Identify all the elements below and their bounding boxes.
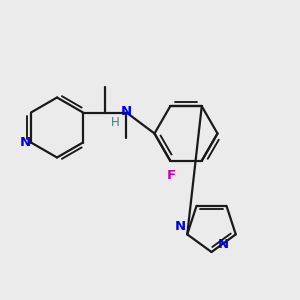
Text: F: F — [167, 169, 176, 182]
Text: H: H — [111, 116, 120, 129]
Text: N: N — [20, 136, 31, 149]
Text: N: N — [218, 238, 229, 250]
Text: N: N — [175, 220, 186, 233]
Text: N: N — [121, 105, 132, 119]
